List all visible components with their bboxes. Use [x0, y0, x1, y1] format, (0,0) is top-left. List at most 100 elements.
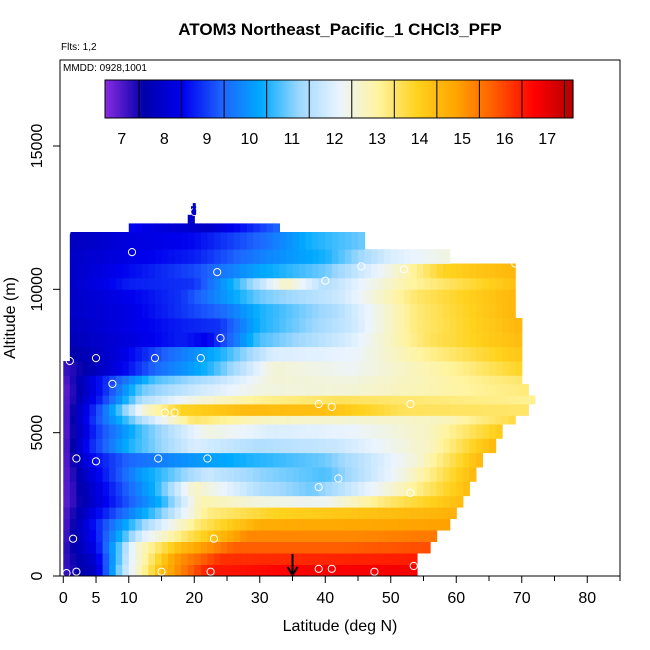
heatmap-cell	[299, 467, 307, 482]
heatmap-cell	[436, 346, 444, 362]
heatmap-cell	[449, 383, 457, 396]
heatmap-cell	[489, 332, 497, 348]
heatmap-cell	[462, 438, 470, 454]
heatmap-cell	[266, 553, 274, 565]
colorbar-swatch	[390, 80, 393, 118]
heatmap-cell	[109, 277, 117, 290]
heatmap-cell	[377, 361, 385, 376]
heatmap-cell	[449, 452, 457, 468]
heatmap-cell	[344, 541, 353, 554]
heatmap-cell	[272, 289, 281, 305]
heatmap-cell	[187, 541, 195, 554]
heatmap-cell	[115, 383, 123, 396]
heatmap-cell	[285, 507, 294, 520]
heatmap-cell	[259, 332, 267, 348]
heatmap-cell	[246, 332, 254, 348]
heatmap-cell	[109, 452, 117, 468]
heatmap-cell	[462, 318, 470, 333]
colorbar-swatch	[458, 80, 461, 118]
heatmap-cell	[89, 375, 97, 385]
colorbar-swatch	[249, 80, 253, 118]
heatmap-cell	[82, 424, 91, 439]
heatmap-cell	[89, 495, 97, 508]
colorbar-swatch	[356, 80, 359, 118]
plot-area	[62, 203, 536, 578]
heatmap-cell	[213, 277, 222, 290]
colorbar-swatch	[109, 80, 112, 118]
colorbar-swatch	[562, 80, 566, 118]
heatmap-cell	[272, 223, 281, 233]
heatmap-cell	[436, 263, 444, 279]
colorbar-swatch	[373, 80, 376, 118]
heatmap-cell	[233, 395, 241, 405]
heatmap-cell	[207, 564, 215, 577]
heatmap-cell	[312, 404, 320, 416]
heatmap-cell	[371, 249, 379, 264]
heatmap-cell	[194, 541, 202, 554]
heatmap-cell	[482, 332, 490, 348]
heatmap-cell	[430, 530, 438, 542]
heatmap-cell	[502, 318, 510, 333]
colorbar-swatch	[156, 80, 159, 118]
heatmap-cell	[469, 346, 477, 362]
heatmap-cell	[508, 361, 516, 376]
heatmap-cell	[122, 424, 130, 439]
heatmap-cell	[259, 438, 267, 454]
colorbar-swatch	[568, 80, 572, 118]
heatmap-cell	[462, 263, 470, 279]
heatmap-cell	[82, 318, 91, 333]
heatmap-cell	[285, 361, 294, 376]
heatmap-cell	[122, 318, 130, 333]
colorbar-swatch	[283, 80, 287, 118]
heatmap-cell	[128, 332, 136, 348]
heatmap-cell	[128, 541, 136, 554]
heatmap-cell	[240, 277, 248, 290]
heatmap-cell	[430, 481, 438, 497]
heatmap-cell	[253, 395, 261, 405]
heatmap-cell	[430, 507, 438, 520]
heatmap-cell	[331, 415, 339, 425]
heatmap-cell	[508, 289, 516, 305]
heatmap-cell	[384, 424, 392, 439]
heatmap-cell	[351, 383, 359, 396]
heatmap-cell	[246, 375, 254, 385]
heatmap-cell	[410, 507, 418, 520]
heatmap-cell	[96, 277, 104, 290]
heatmap-cell	[174, 232, 182, 250]
heatmap-cell	[272, 361, 281, 376]
sample-point	[409, 561, 418, 571]
heatmap-cell	[371, 318, 379, 333]
heatmap-cell	[128, 289, 136, 305]
heatmap-cell	[122, 467, 130, 482]
heatmap-cell	[364, 303, 372, 319]
heatmap-cell	[122, 518, 130, 531]
heatmap-cell	[227, 395, 235, 405]
heatmap-cell	[325, 395, 333, 405]
heatmap-cell	[279, 404, 287, 416]
heatmap-cell	[115, 289, 123, 305]
heatmap-cell	[358, 530, 366, 542]
colorbar-swatch	[543, 80, 546, 118]
colorbar-swatch	[430, 80, 434, 118]
heatmap-cell	[89, 404, 97, 416]
heatmap-cell	[96, 438, 104, 454]
heatmap-cell	[462, 415, 470, 425]
heatmap-cell	[482, 395, 490, 405]
colorbar-swatch	[490, 80, 493, 118]
heatmap-cell	[82, 383, 91, 396]
heatmap-layer	[69, 346, 523, 362]
heatmap-cell	[371, 277, 379, 290]
heatmap-cell	[181, 518, 189, 531]
heatmap-cell	[89, 507, 97, 520]
heatmap-cell	[135, 541, 143, 554]
heatmap-cell	[358, 424, 366, 439]
heatmap-cell	[279, 518, 287, 531]
heatmap-cell	[148, 467, 156, 482]
heatmap-cell	[246, 495, 254, 508]
sample-point	[72, 567, 81, 576]
heatmap-cell	[96, 530, 104, 542]
colorbar-swatch	[377, 80, 381, 118]
heatmap-cell	[390, 249, 398, 264]
heatmap-cell	[416, 383, 425, 396]
colorbar-tick-label: 9	[202, 131, 211, 148]
